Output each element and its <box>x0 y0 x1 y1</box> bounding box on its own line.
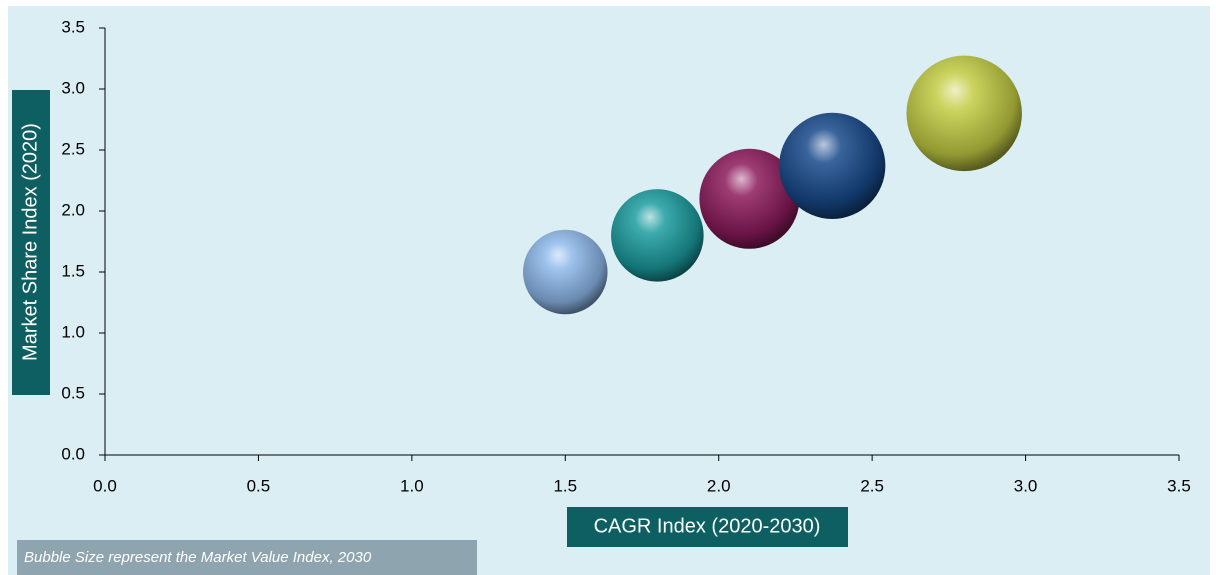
note: Bubble Size represent the Market Value I… <box>24 549 372 566</box>
y-tick-label: 0.0 <box>61 444 85 463</box>
bubble <box>906 55 1022 172</box>
y-axis-title: Market Share Index (2020) <box>19 123 41 361</box>
y-tick-label: 0.5 <box>61 383 85 402</box>
x-tick-label: 2.0 <box>707 476 731 495</box>
x-tick-label: 2.5 <box>860 476 884 495</box>
y-tick-label: 3.0 <box>61 78 85 97</box>
bubble <box>699 148 800 249</box>
note-box <box>17 540 477 575</box>
x-tick-label: 1.5 <box>553 476 577 495</box>
x-tick-label: 0.0 <box>93 476 117 495</box>
x-axis-title: CAGR Index (2020-2030) <box>594 515 821 537</box>
bubble <box>523 229 608 315</box>
x-label-box <box>567 507 848 547</box>
y-tick-label: 3.5 <box>61 17 85 36</box>
x-tick-label: 1.0 <box>400 476 424 495</box>
bubble <box>779 112 886 219</box>
y-tick-label: 1.0 <box>61 322 85 341</box>
bubble <box>611 189 704 282</box>
y-tick-label: 2.0 <box>61 200 85 219</box>
y-label-box <box>12 90 50 395</box>
x-tick-label: 3.0 <box>1014 476 1038 495</box>
y-tick-label: 1.5 <box>61 261 85 280</box>
x-tick-label: 0.5 <box>247 476 271 495</box>
x-tick-label: 3.5 <box>1167 476 1191 495</box>
y-tick-label: 2.5 <box>61 139 85 158</box>
